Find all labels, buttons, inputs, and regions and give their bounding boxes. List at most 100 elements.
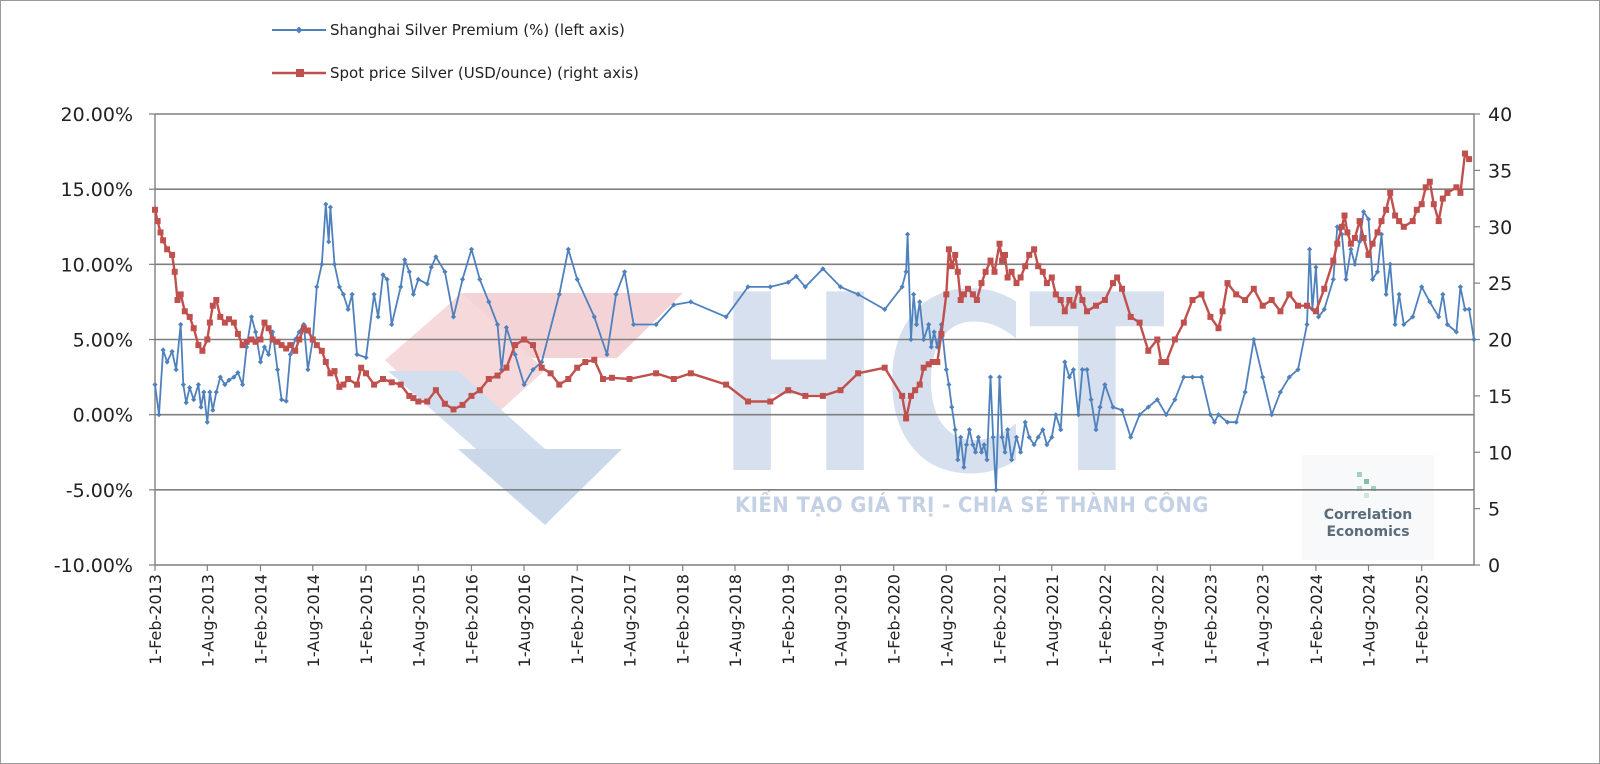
silver-price-point xyxy=(574,364,581,371)
silver-price-point xyxy=(1002,251,1008,258)
silver-price-point xyxy=(213,297,220,303)
silver-price-point xyxy=(388,379,395,386)
x-tick-label: 1-Feb-2014 xyxy=(251,574,270,665)
correlation-economics-badge xyxy=(1302,455,1434,560)
silver-price-point xyxy=(1048,274,1055,281)
x-tick-label: 1-Feb-2013 xyxy=(146,574,165,665)
silver-price-point xyxy=(190,325,197,332)
premium-point xyxy=(1189,374,1196,380)
premium-point xyxy=(723,314,729,320)
silver-price-point xyxy=(1250,285,1257,292)
silver-price-point xyxy=(1409,218,1416,225)
silver-price-point xyxy=(600,376,606,382)
premium-point xyxy=(1396,291,1402,297)
y-right-tick-label: 40 xyxy=(1488,104,1512,126)
premium-point xyxy=(415,276,421,282)
premium-point xyxy=(926,321,932,328)
silver-price-point xyxy=(278,342,285,349)
premium-point xyxy=(928,344,934,350)
premium-point xyxy=(210,407,216,413)
premium-point xyxy=(1097,404,1103,410)
premium-point xyxy=(1387,261,1393,267)
watermark-tagline: KIẾN TẠO GIÁ TRỊ - CHIA SẺ THÀNH CÔNG xyxy=(735,489,1209,517)
premium-point xyxy=(1145,404,1151,410)
silver-price-point xyxy=(340,381,347,388)
silver-price-point xyxy=(485,376,492,382)
silver-price-point xyxy=(1039,268,1046,275)
silver-price-point xyxy=(257,336,264,343)
premium-point xyxy=(331,261,338,267)
silver-price-point xyxy=(1422,184,1429,191)
silver-price-point xyxy=(1295,302,1301,309)
premium-point xyxy=(152,382,158,388)
silver-price-point xyxy=(406,392,413,399)
silver-price-point xyxy=(230,319,237,326)
premium-point xyxy=(363,354,369,361)
silver-price-point xyxy=(960,291,967,298)
premium-point xyxy=(173,367,179,373)
premium-point xyxy=(963,442,970,448)
premium-point xyxy=(235,370,241,376)
y-left-tick-label: 15.00% xyxy=(61,179,133,201)
watermark-hct-letters: HCT xyxy=(715,243,1165,528)
premium-point xyxy=(1361,209,1367,215)
x-tick-label: 1-Aug-2024 xyxy=(1360,574,1379,667)
premium-point xyxy=(231,374,237,380)
premium-point xyxy=(261,344,268,350)
silver-price-point xyxy=(1365,251,1372,258)
silver-price-point xyxy=(565,376,572,382)
premium-point xyxy=(855,291,861,297)
silver-price-point xyxy=(292,347,299,354)
silver-price-point xyxy=(171,268,178,275)
premium-point xyxy=(1137,412,1143,418)
silver-price-point xyxy=(1462,150,1468,157)
silver-price-point xyxy=(1400,223,1407,230)
premium-point xyxy=(305,367,311,373)
silver-price-point xyxy=(1286,291,1293,298)
silver-price-point xyxy=(547,370,554,377)
premium-point xyxy=(1313,264,1319,270)
premium-point xyxy=(1119,407,1125,413)
premium-point xyxy=(1079,367,1085,373)
silver-price-point xyxy=(169,251,176,258)
x-tick-label: 1-Aug-2015 xyxy=(409,574,428,667)
silver-price-point xyxy=(912,387,919,394)
legend-price-label: Spot price Silver (USD/ounce) (right axi… xyxy=(330,64,639,82)
premium-point xyxy=(1286,374,1292,380)
silver-price-point xyxy=(450,406,457,413)
y-right-tick-label: 30 xyxy=(1488,217,1512,239)
silver-price-point xyxy=(1360,235,1367,241)
premium-point xyxy=(349,291,355,297)
premium-point xyxy=(410,291,416,297)
premium-point xyxy=(1410,314,1416,320)
premium-point xyxy=(1128,434,1134,440)
premium-point xyxy=(955,457,961,463)
silver-price-point xyxy=(908,392,914,399)
premium-point xyxy=(340,291,346,297)
premium-point xyxy=(1471,336,1477,343)
silver-price-point xyxy=(195,342,202,349)
silver-price-point xyxy=(177,291,184,298)
silver-price-point xyxy=(217,313,224,320)
silver-price-point xyxy=(345,376,352,382)
silver-price-point xyxy=(397,381,404,388)
silver-price-point xyxy=(1207,313,1214,320)
silver-price-point xyxy=(929,359,936,365)
silver-price-point xyxy=(881,364,888,371)
silver-price-point xyxy=(327,370,334,377)
premium-point xyxy=(1457,284,1463,290)
premium-point xyxy=(802,284,808,290)
silver-price-point xyxy=(1061,308,1068,315)
premium-point xyxy=(201,389,207,395)
silver-price-point xyxy=(785,387,792,394)
premium-point xyxy=(389,321,395,328)
silver-price-point xyxy=(802,392,809,399)
silver-price-point xyxy=(582,359,589,365)
x-tick-label: 1-Feb-2024 xyxy=(1307,574,1326,665)
premium-point xyxy=(530,367,536,373)
premium-point xyxy=(380,272,386,278)
premium-point xyxy=(970,442,976,448)
premium-point xyxy=(1383,291,1389,297)
silver-price-point xyxy=(1426,178,1433,185)
premium-point xyxy=(622,269,628,275)
